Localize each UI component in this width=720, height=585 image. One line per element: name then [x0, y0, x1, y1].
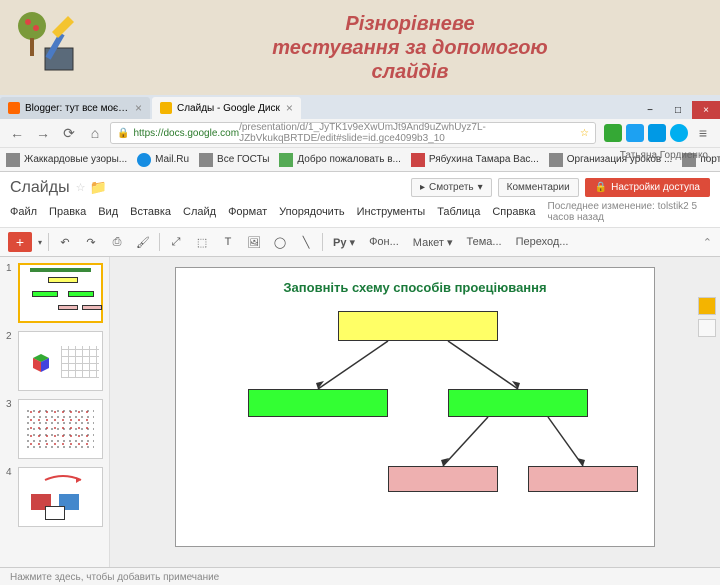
image-button[interactable]: 🖼	[244, 232, 264, 252]
menu-bar: Файл Правка Вид Вставка Слайд Формат Упо…	[0, 199, 720, 228]
tab-label: Слайды - Google Диск	[177, 103, 280, 114]
url-path: /presentation/d/1_JyTK1v9eXwUmJt9And9uZw…	[239, 122, 580, 144]
thumbnail-2[interactable]: 2	[6, 331, 103, 391]
ext-icon-3[interactable]	[648, 124, 666, 142]
tab-slides[interactable]: Слайды - Google Диск ×	[152, 97, 301, 119]
preview-button[interactable]: ▸ Смотреть ▾	[411, 178, 492, 197]
box-child-2[interactable]	[528, 466, 638, 492]
collapse-icon[interactable]: ⌃	[703, 236, 712, 249]
close-icon[interactable]: ×	[135, 101, 142, 115]
banner-title: Різнорівневе тестування за допомогою сла…	[110, 12, 710, 84]
bookmark-item[interactable]: Рябухина Тамара Вас...	[411, 153, 539, 167]
menu-button[interactable]: ≡	[692, 122, 714, 144]
redo-button[interactable]: ↷	[81, 232, 101, 252]
menu-help[interactable]: Справка	[492, 206, 535, 218]
slide-title: Заповніть схему способів проеціювання	[188, 280, 642, 295]
maximize-button[interactable]: □	[664, 101, 692, 119]
line-button[interactable]: ╲	[296, 232, 316, 252]
textbox-button[interactable]: T	[218, 232, 238, 252]
ext-icon-1[interactable]	[604, 124, 622, 142]
menu-view[interactable]: Вид	[98, 206, 118, 218]
lock-icon: 🔒	[117, 128, 129, 139]
share-button[interactable]: 🔒 Настройки доступа	[585, 178, 710, 197]
select-button[interactable]: ⬚	[192, 232, 212, 252]
close-button[interactable]: ×	[692, 101, 720, 119]
bookmarks-bar: Жаккардовые узоры... Mail.Ru Все ГОСТы Д…	[0, 147, 720, 171]
menu-arrange[interactable]: Упорядочить	[279, 206, 344, 218]
slide-content[interactable]: Заповніть схему способів проеціювання	[175, 267, 655, 547]
box-child-1[interactable]	[388, 466, 498, 492]
training-banner: Різнорівневе тестування за допомогою сла…	[0, 0, 720, 95]
box-right[interactable]	[448, 389, 588, 417]
tab-blogger[interactable]: Blogger: тут все моє – Изм ×	[0, 97, 150, 119]
ext-icon-4[interactable]	[670, 124, 688, 142]
banner-logo	[10, 8, 90, 88]
doc-title[interactable]: Слайды	[10, 179, 70, 197]
url-host: https://docs.google.com	[133, 128, 239, 139]
shape-button[interactable]: ◯	[270, 232, 290, 252]
browser-tabs: Blogger: тут все моє – Изм × Слайды - Go…	[0, 95, 720, 119]
menu-file[interactable]: Файл	[10, 206, 37, 218]
menu-edit[interactable]: Правка	[49, 206, 86, 218]
speaker-notes[interactable]: Нажмите здесь, чтобы добавить примечание	[0, 567, 720, 585]
home-button[interactable]: ⌂	[84, 122, 106, 144]
box-root[interactable]	[338, 311, 498, 341]
side-tool-1[interactable]	[698, 297, 716, 315]
layout-button[interactable]: Макет ▾	[409, 236, 457, 249]
comments-button[interactable]: Комментарии	[498, 178, 579, 197]
address-row: ← → ⟳ ⌂ 🔒 https://docs.google.com /prese…	[0, 119, 720, 147]
undo-button[interactable]: ↶	[55, 232, 75, 252]
toolbar: + ▾ ↶ ↷ ⎙ 🖌 ⤢ ⬚ T 🖼 ◯ ╲ Ру ▾ Фон... Маке…	[0, 228, 720, 257]
diagram	[188, 311, 642, 531]
star-icon[interactable]: ☆	[580, 128, 589, 139]
new-slide-button[interactable]: +	[8, 232, 32, 252]
thumbnail-4[interactable]: 4	[6, 467, 103, 527]
back-button[interactable]: ←	[6, 122, 28, 144]
address-bar[interactable]: 🔒 https://docs.google.com /presentation/…	[110, 122, 596, 144]
menu-format[interactable]: Формат	[228, 206, 267, 218]
forward-button[interactable]: →	[32, 122, 54, 144]
window-controls: − □ ×	[636, 101, 720, 119]
bookmark-item[interactable]: Жаккардовые узоры...	[6, 153, 127, 167]
menu-table[interactable]: Таблица	[437, 206, 480, 218]
favicon-slides	[160, 102, 172, 114]
menu-insert[interactable]: Вставка	[130, 206, 171, 218]
bookmark-item[interactable]: Все ГОСТы	[199, 153, 269, 167]
canvas[interactable]: Заповніть схему способів проеціювання	[110, 257, 720, 567]
folder-icon[interactable]: 📁	[89, 179, 106, 196]
paint-button[interactable]: 🖌	[133, 232, 153, 252]
side-tools	[698, 297, 716, 337]
ext-icon-2[interactable]	[626, 124, 644, 142]
print-button[interactable]: ⎙	[107, 232, 127, 252]
thumbnail-3[interactable]: 3	[6, 399, 103, 459]
bookmark-item[interactable]: Mail.Ru	[137, 153, 189, 167]
reload-button[interactable]: ⟳	[58, 122, 80, 144]
side-tool-2[interactable]	[698, 319, 716, 337]
doc-header: Слайды ☆ 📁 Татьяна Гордиенко ▸ Смотреть …	[0, 172, 720, 199]
zoom-button[interactable]: ⤢	[166, 232, 186, 252]
user-name: Татьяна Гордиенко	[620, 150, 708, 161]
menu-tools[interactable]: Инструменты	[357, 206, 426, 218]
close-icon[interactable]: ×	[286, 101, 293, 115]
theme-button[interactable]: Тема...	[463, 236, 506, 248]
thumbnail-1[interactable]: 1	[6, 263, 103, 323]
workspace: 1 2 3 4 Заповніть	[0, 257, 720, 567]
extension-icons	[604, 124, 688, 142]
star-icon[interactable]: ☆	[76, 181, 86, 194]
minimize-button[interactable]: −	[636, 101, 664, 119]
lang-indicator[interactable]: Ру ▾	[329, 236, 359, 249]
last-modified: Последнее изменение: tolstik2 5 часов на…	[548, 201, 711, 223]
bg-button[interactable]: Фон...	[365, 236, 403, 248]
box-left[interactable]	[248, 389, 388, 417]
transition-button[interactable]: Переход...	[512, 236, 573, 248]
bookmark-item[interactable]: Добро пожаловать в...	[279, 153, 400, 167]
slide-thumbnails: 1 2 3 4	[0, 257, 110, 567]
tab-label: Blogger: тут все моє – Изм	[25, 103, 129, 114]
menu-slide[interactable]: Слайд	[183, 206, 216, 218]
browser-chrome: Blogger: тут все моє – Изм × Слайды - Go…	[0, 95, 720, 172]
favicon-blogger	[8, 102, 20, 114]
